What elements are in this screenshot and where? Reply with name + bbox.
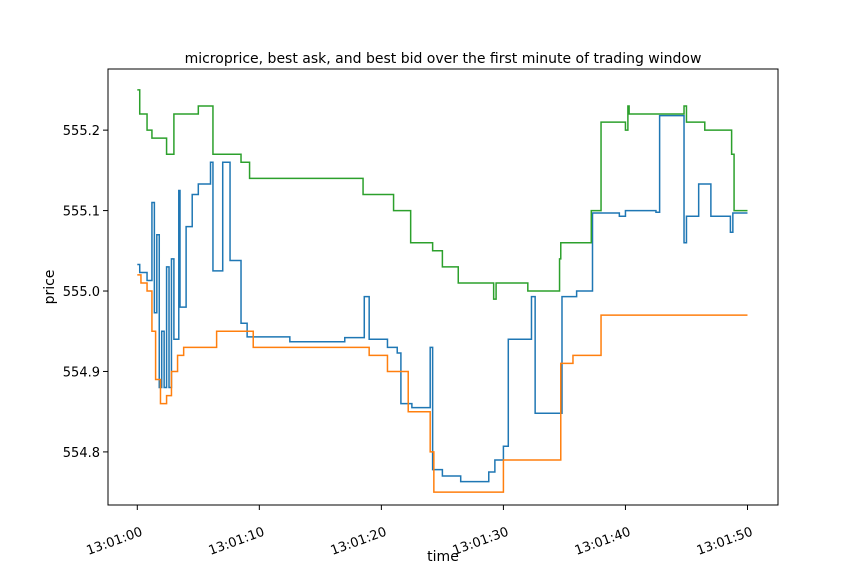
series-layer xyxy=(137,89,748,493)
x-tick-label: 13:01:10 xyxy=(207,525,267,559)
y-tick-label: 555.0 xyxy=(63,285,100,300)
plot-frame xyxy=(107,68,779,506)
series-line-1 xyxy=(137,114,748,483)
x-axis-label: time xyxy=(427,549,459,565)
y-tick-label: 555.2 xyxy=(63,124,100,139)
y-axis-ticks: 554.8 554.9 555.0 555.1 555.2 xyxy=(63,124,108,461)
y-tick-label: 554.9 xyxy=(63,365,100,380)
x-tick-label: 13:01:50 xyxy=(695,525,755,559)
x-tick-label: 13:01:00 xyxy=(85,525,145,559)
x-tick-label: 13:01:20 xyxy=(329,525,389,559)
x-tick-label: 13:01:30 xyxy=(451,525,511,559)
y-axis-label: price xyxy=(42,270,58,305)
y-tick-label: 555.1 xyxy=(63,205,100,220)
chart-title: microprice, best ask, and best bid over … xyxy=(185,51,702,67)
y-tick-label: 554.8 xyxy=(63,446,100,461)
x-tick-label: 13:01:40 xyxy=(573,525,633,559)
series-line-3 xyxy=(137,89,748,300)
x-axis-ticks: 13:01:00 13:01:10 13:01:20 13:01:30 13:01:40… xyxy=(85,505,755,559)
series-line-2 xyxy=(137,274,748,493)
